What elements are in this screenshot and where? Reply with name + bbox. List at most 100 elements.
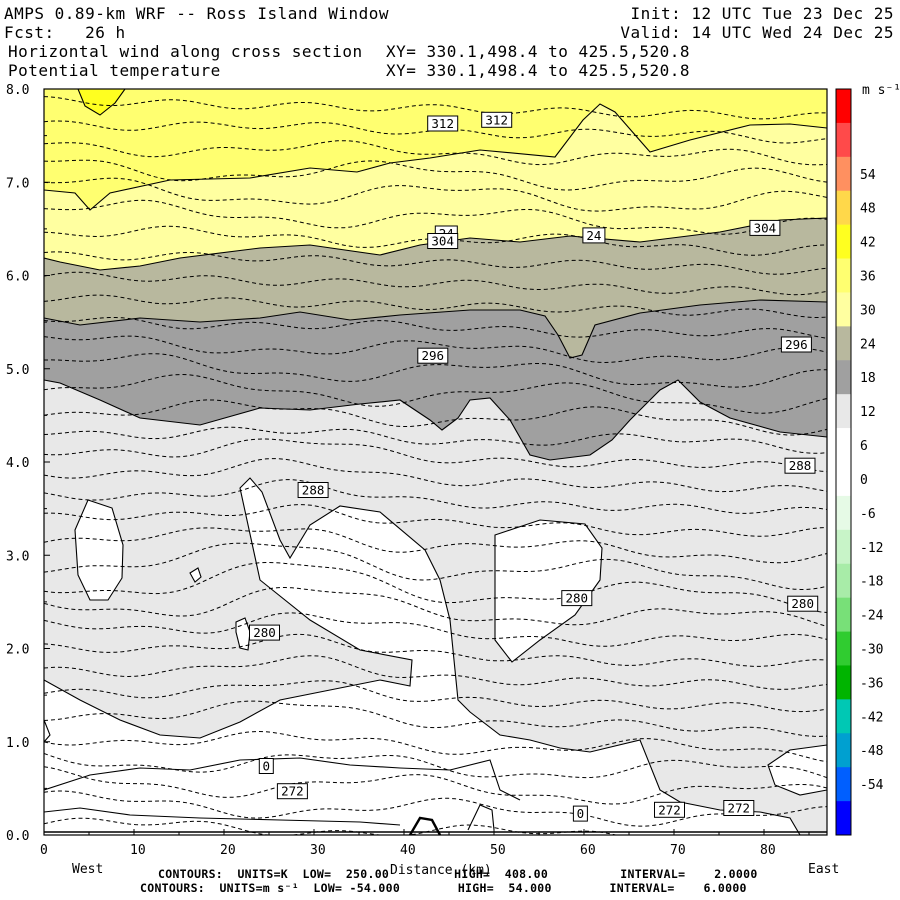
contour-label-text: 304 xyxy=(431,234,454,249)
contour-label-box xyxy=(427,115,459,132)
colorbar-frame xyxy=(835,88,852,836)
theta-contour-line xyxy=(44,399,827,436)
theta-contour-line xyxy=(44,527,827,564)
colorbar-tick-label: 54 xyxy=(860,168,876,183)
colorbar-tick-label: 24 xyxy=(860,337,876,352)
colorbar-swatch xyxy=(836,190,851,225)
x-axis-tick-label: 10 xyxy=(130,843,146,858)
colorbar-tick-label: 48 xyxy=(860,202,876,217)
colorbar-tick-label: 0 xyxy=(860,473,868,488)
field2-title: Potential temperature xyxy=(8,61,221,80)
contour-label-text: 312 xyxy=(485,112,508,127)
colorbar-swatch xyxy=(836,529,851,565)
wind-fill-0-6-f xyxy=(768,745,827,795)
colorbar-tick-label: -54 xyxy=(860,778,884,793)
contour-label-text: 0 xyxy=(263,759,271,774)
colorbar-swatch xyxy=(836,665,851,700)
contour-label-box xyxy=(249,624,280,641)
colorbar-tick-label: -18 xyxy=(860,575,883,590)
contour-label-box xyxy=(572,805,588,822)
theta-contour-line xyxy=(44,561,827,613)
contour-label-box xyxy=(258,758,274,774)
theta-contour-line xyxy=(44,633,827,667)
x-axis-west-label: West xyxy=(72,862,103,877)
contour-label: 304 xyxy=(427,233,459,249)
contour-label-box xyxy=(654,801,685,818)
colorbar-tick-label: 42 xyxy=(860,236,876,251)
y-axis-tick-label: 4.0 xyxy=(6,456,29,471)
x-axis-tick-label: 80 xyxy=(760,843,776,858)
axes: 0 10 20 30 40 50 60 70 800.01.02.03.04.05.06.07.… xyxy=(6,83,810,858)
theta-contour-line xyxy=(44,426,827,454)
colorbar-swatch xyxy=(836,89,851,124)
colorbar-tick-label: -12 xyxy=(860,541,883,556)
contour-label-text: 304 xyxy=(754,220,777,235)
y-axis-tick-label: 5.0 xyxy=(6,363,29,378)
contour-label: 280 xyxy=(561,590,593,607)
colorbar: -54 -48 -42 -36 -30 -24 -18 -12 -6 0 6 12 18 24 30 36 42… xyxy=(835,88,884,836)
y-axis-tick-label: 8.0 xyxy=(6,83,29,98)
colorbar-tick-label: 12 xyxy=(860,405,876,420)
contour-label-box xyxy=(784,457,816,474)
y-axis-tick-label: 6.0 xyxy=(6,270,29,285)
theta-contour-line xyxy=(44,335,827,364)
theta-contour-line xyxy=(44,251,827,275)
theta-contour-line xyxy=(44,140,827,166)
colorbar-tick-label: -42 xyxy=(860,710,883,725)
contour-label: 0 xyxy=(572,805,588,822)
theta-contour-line xyxy=(44,542,827,591)
colorbar-tick-label: 6 xyxy=(860,439,868,454)
theta-contour-line xyxy=(44,199,827,235)
theta-contour-line xyxy=(44,612,827,647)
contour-label: 296 xyxy=(780,336,812,353)
theta-contour-line xyxy=(44,700,827,737)
footer-wind-contours: CONTOURS: UNITS=m s⁻¹ LOW= -54.000 HIGH=… xyxy=(140,881,747,895)
theta-contour-line xyxy=(44,271,827,296)
contour-label-box xyxy=(780,336,812,353)
x-axis-title: Distance (km) xyxy=(390,863,492,878)
contour-label-box xyxy=(582,227,606,244)
x-axis-tick-label: 70 xyxy=(670,843,686,858)
colorbar-swatch xyxy=(836,428,851,463)
x-axis-tick-label: 0 xyxy=(40,843,48,858)
contour-label-text: 272 xyxy=(658,802,681,817)
colorbar-swatch xyxy=(836,292,851,327)
contour-label: 280 xyxy=(787,595,819,612)
colorbar-swatch xyxy=(836,224,851,259)
colorbar-swatch xyxy=(836,495,851,531)
theta-contour-line xyxy=(44,479,827,514)
theta-contour-line xyxy=(44,438,827,473)
theta-contour-line xyxy=(44,177,827,212)
theta-contour-line xyxy=(44,317,827,339)
colorbar-tick-label: -24 xyxy=(860,609,884,624)
wind-fill-30-36 xyxy=(44,89,827,210)
x-axis-east-label: East xyxy=(808,862,839,877)
colorbar-swatch xyxy=(836,597,851,632)
contour-label: 0 xyxy=(258,758,274,774)
contour-label: 312 xyxy=(427,115,459,132)
theta-contour-line xyxy=(44,680,827,713)
y-axis-tick-label: 2.0 xyxy=(6,643,29,658)
contour-label: 288 xyxy=(784,457,816,474)
contour-label: 304 xyxy=(749,219,781,236)
plot-area xyxy=(44,89,827,835)
x-axis-tick-label: 40 xyxy=(400,843,416,858)
contour-label-text: 296 xyxy=(422,348,445,363)
header-init-time: Init: 12 UTC Tue 23 Dec 25 xyxy=(630,4,894,23)
contour-label-text: 280 xyxy=(791,596,814,611)
contour-label: 280 xyxy=(249,624,280,641)
colorbar-swatch xyxy=(836,122,851,158)
contour-label: 24 xyxy=(582,227,606,244)
contour-label: 312 xyxy=(481,111,513,128)
theta-contour-line xyxy=(44,504,827,537)
theta-contour-line xyxy=(44,586,827,627)
wind-fill-0-6-e xyxy=(495,520,602,662)
colorbar-tick-label: 18 xyxy=(860,371,876,386)
y-axis-tick-label: 7.0 xyxy=(6,176,29,191)
contour-label-text: 296 xyxy=(785,337,808,352)
colorbar-swatch xyxy=(836,156,851,192)
colorbar-swatch xyxy=(836,394,851,429)
contour-label-box xyxy=(749,219,781,236)
contour-label-text: 280 xyxy=(253,625,276,640)
field1-title: Horizontal wind along cross section xyxy=(8,42,363,61)
